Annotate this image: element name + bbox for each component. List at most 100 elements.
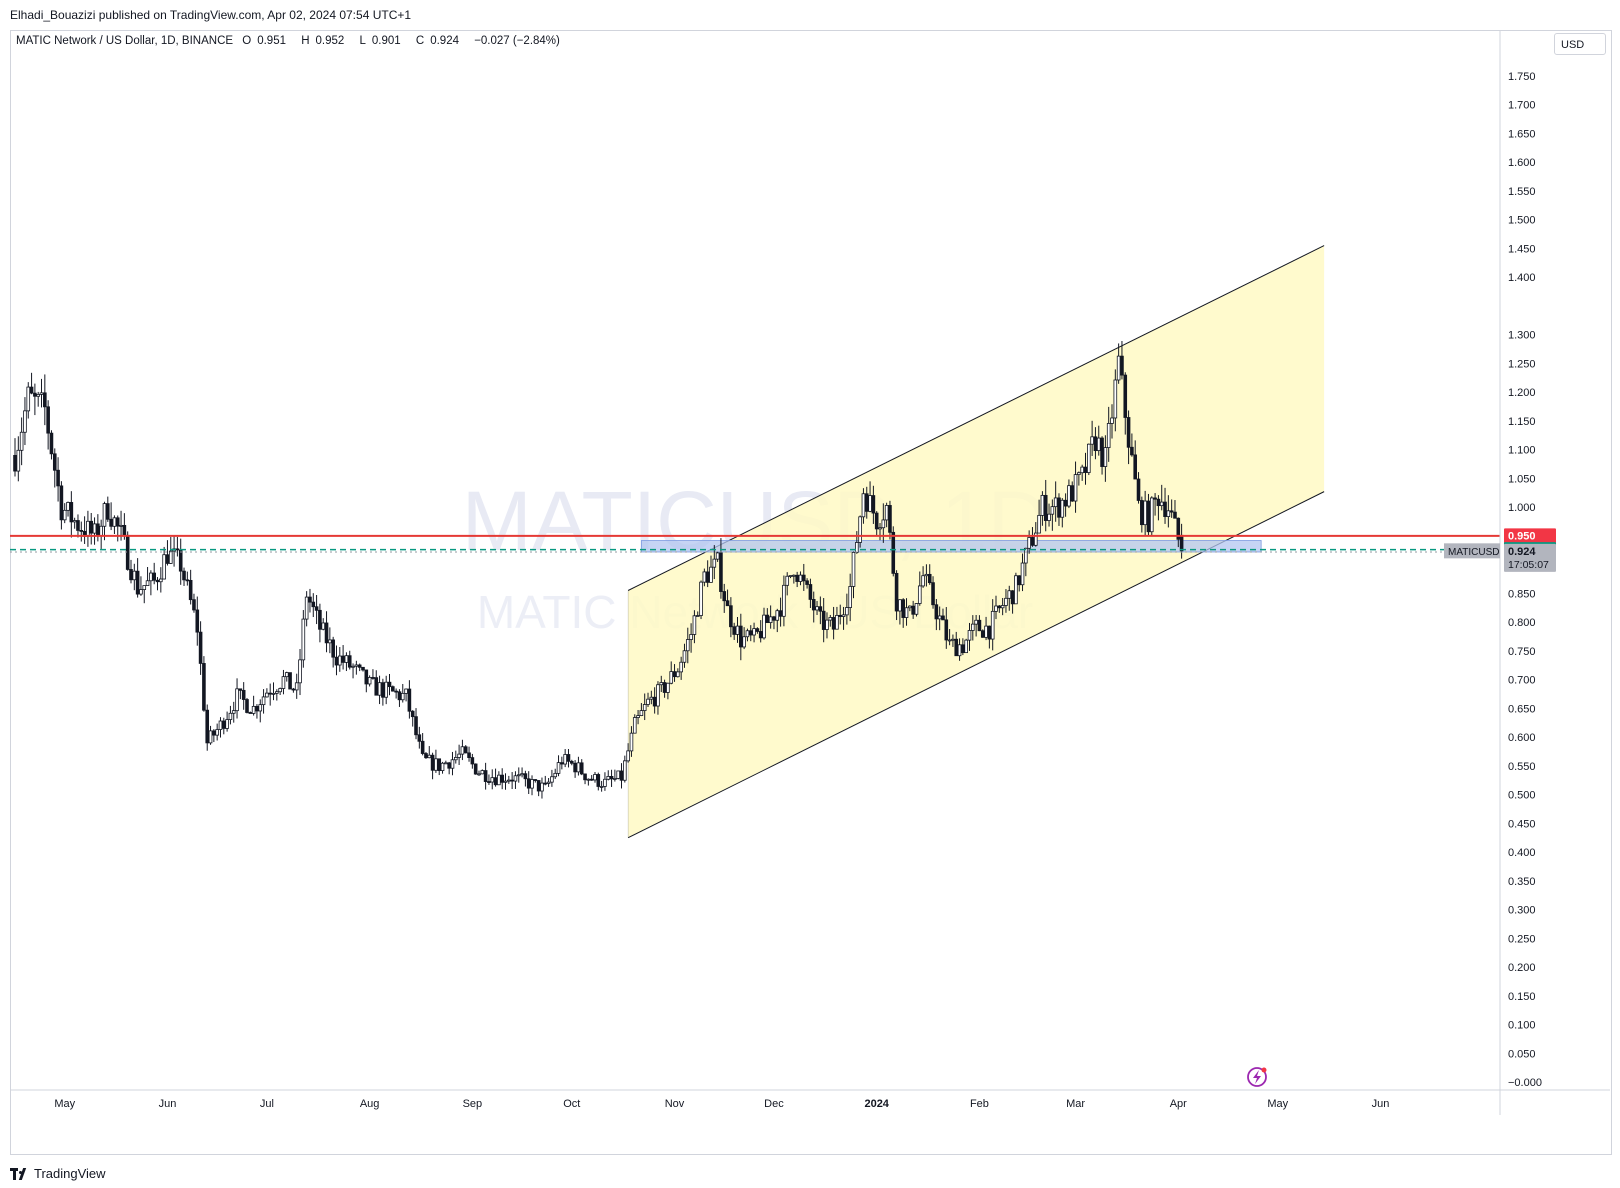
- candle-body: [828, 617, 833, 621]
- candle-body: [56, 469, 60, 487]
- candle-body: [218, 720, 223, 730]
- candle-body: [775, 610, 780, 621]
- candle-body: [878, 527, 882, 530]
- candle-body: [463, 746, 468, 754]
- candle-body: [583, 773, 587, 781]
- candle-body: [1096, 437, 1101, 452]
- candle-body: [573, 762, 577, 773]
- candle-body: [99, 525, 103, 536]
- candle-body: [1133, 454, 1138, 480]
- candle-body: [639, 710, 644, 716]
- y-tick-label: −0.000: [1508, 1077, 1542, 1089]
- symbol-tag-box: [1444, 543, 1500, 559]
- candle-body: [304, 596, 309, 620]
- candle-body: [321, 622, 326, 630]
- candle-body: [301, 618, 306, 661]
- candle-body: [931, 582, 935, 606]
- y-tick-label: 1.050: [1508, 473, 1536, 485]
- candle-body: [132, 570, 137, 581]
- currency-button[interactable]: USD: [1554, 33, 1606, 55]
- candle-body: [69, 502, 74, 523]
- candle-body: [281, 676, 286, 689]
- candle-body: [523, 773, 528, 780]
- candle-body: [871, 495, 876, 514]
- candle-body: [967, 630, 972, 641]
- candle-body: [735, 625, 740, 635]
- candle-body: [901, 599, 906, 618]
- candle-body: [1100, 437, 1104, 467]
- candle-body: [364, 669, 369, 685]
- candle-body: [589, 778, 594, 781]
- candle-body: [1143, 500, 1147, 526]
- candle-body: [334, 656, 339, 666]
- chart-frame: [10, 30, 1612, 1155]
- y-tick-label: 1.700: [1508, 100, 1536, 112]
- candle-body: [1020, 562, 1025, 586]
- candle-body: [331, 639, 335, 658]
- candle-body: [19, 431, 24, 451]
- candle-body: [636, 715, 640, 718]
- candle-body: [1106, 423, 1111, 448]
- candle-body: [874, 512, 879, 530]
- lightning-icon[interactable]: [1247, 1067, 1267, 1087]
- candle-body: [212, 730, 216, 736]
- candle-body: [1033, 532, 1038, 546]
- candle-body: [669, 671, 674, 684]
- y-tick-label: 0.250: [1508, 933, 1536, 945]
- candle-body: [1166, 510, 1171, 517]
- candle-body: [62, 509, 67, 521]
- candle-body: [705, 571, 710, 583]
- candle-body: [1169, 510, 1174, 513]
- candle-body: [752, 628, 756, 636]
- candle-body: [616, 770, 620, 779]
- candle-body: [755, 628, 760, 632]
- low-label: L: [359, 35, 366, 47]
- candle-body: [1043, 494, 1048, 521]
- candle-body: [971, 623, 975, 631]
- candle-body: [765, 614, 770, 624]
- candle-body: [225, 719, 229, 729]
- candle-body: [387, 681, 392, 688]
- notification-dot: [1261, 1067, 1267, 1073]
- candle-body: [961, 644, 965, 654]
- candle-body: [695, 615, 700, 617]
- candle-body: [772, 616, 776, 621]
- candle-body: [391, 686, 395, 692]
- price-label-text: 0.950: [1508, 530, 1536, 542]
- candle-body: [66, 502, 70, 511]
- candle-body: [347, 655, 352, 668]
- candle-body: [586, 778, 591, 781]
- candle-body: [1146, 500, 1151, 533]
- candle-body: [288, 672, 292, 690]
- candle-body: [507, 779, 511, 782]
- y-tick-label: 1.650: [1508, 128, 1536, 140]
- ohlc-open: O 0.951: [242, 35, 292, 47]
- candle-body: [275, 691, 279, 694]
- candle-body: [503, 780, 508, 783]
- candle-body: [354, 664, 359, 667]
- candle-body: [984, 625, 988, 638]
- candle-body: [563, 754, 567, 765]
- candle-body: [1176, 517, 1181, 540]
- candle-body: [679, 661, 683, 673]
- candle-body: [410, 710, 415, 718]
- candle-body: [417, 734, 422, 742]
- candle-body: [729, 605, 733, 628]
- x-tick-label: Jul: [260, 1098, 274, 1110]
- candle-body: [974, 619, 978, 625]
- candle-body: [424, 753, 428, 759]
- y-tick-label: 0.300: [1508, 905, 1536, 917]
- candle-body: [987, 625, 992, 640]
- candle-body: [596, 774, 601, 787]
- candle-body: [543, 782, 548, 785]
- y-tick-label: 0.700: [1508, 675, 1536, 687]
- candle-body: [1093, 436, 1098, 452]
- symbol-title[interactable]: MATIC Network / US Dollar, 1D, BINANCE: [16, 35, 234, 47]
- candle-body: [434, 758, 438, 771]
- candle-body: [294, 682, 299, 691]
- candle-body: [251, 705, 256, 714]
- candle-body: [798, 574, 803, 582]
- candle-body: [72, 520, 77, 523]
- y-tick-label: 1.100: [1508, 445, 1536, 457]
